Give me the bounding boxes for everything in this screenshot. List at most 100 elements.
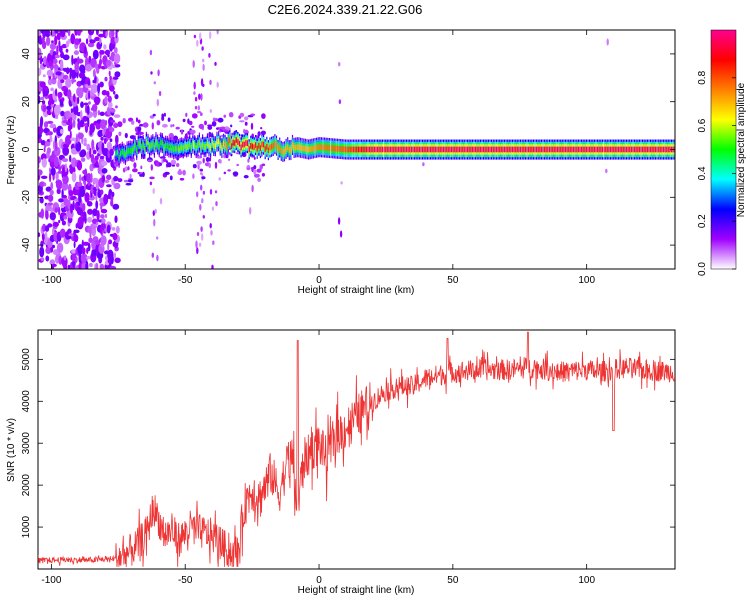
spectrogram-cell [232, 171, 239, 176]
spectrogram-cell [471, 146, 473, 153]
spectrogram-cell [606, 38, 609, 46]
spectrogram-cell [104, 96, 108, 104]
spectrogram-cell [494, 146, 496, 153]
spectrogram-cell [249, 207, 252, 215]
spectrogram-cell [199, 112, 203, 116]
spectrogram-cell [312, 145, 314, 152]
spectrogram-cell [87, 80, 91, 86]
spectrogram-cell [193, 91, 196, 95]
spectrogram-cell [40, 116, 44, 127]
spectrogram-cell [248, 146, 250, 152]
spectrogram-cell [402, 146, 404, 153]
spectrogram-cell [616, 146, 618, 153]
spectrogram-cell [215, 201, 218, 207]
spectrogram-cell [38, 67, 42, 77]
spectrogram-cell [635, 146, 637, 153]
spectrogram-cell [206, 140, 208, 147]
spectrogram-cell [106, 184, 112, 188]
spectrogram-cell [495, 146, 498, 153]
spectrogram-cell [238, 140, 241, 147]
spectrogram-cell [55, 88, 58, 97]
spectrogram-cell [160, 139, 162, 146]
spectrogram-cell [266, 144, 268, 150]
spectrogram-cell [179, 145, 181, 151]
spectrogram-cell [247, 158, 250, 163]
spectrogram-cell [566, 146, 568, 153]
spectrogram-cell [99, 263, 105, 269]
spectrogram-cell [120, 150, 122, 157]
spectrogram-cell [58, 165, 62, 172]
spectrogram-cell [275, 142, 278, 149]
spectrogram-cell [43, 147, 46, 153]
spectrogram-cell [202, 157, 205, 164]
spectrogram-cell [174, 145, 176, 152]
spectrogram-cell [142, 142, 144, 148]
spectrogram-cell [71, 69, 77, 80]
spectrogram-y-axis: -40 -20 0 20 40 [21, 48, 675, 252]
spectrogram-cell [100, 214, 105, 219]
spectrogram-cell [175, 126, 180, 130]
spectrogram-cell [460, 146, 462, 153]
spectrogram-cell [269, 144, 271, 151]
spectrogram-cell [552, 146, 554, 153]
spectrogram-cell [52, 58, 58, 65]
spectrogram-cell [84, 215, 87, 224]
spectrogram-cell [245, 140, 247, 146]
spectrogram-cell [147, 141, 149, 147]
spectrogram-cell [584, 146, 586, 153]
spectrogram-cell [105, 59, 112, 67]
spectrogram-cell [190, 145, 192, 151]
spectrogram-cell [339, 230, 343, 238]
spectrogram-cell [109, 85, 115, 92]
spectrogram-cell [63, 215, 68, 220]
spectrogram-cell [94, 155, 99, 161]
spectrogram-cell [426, 146, 428, 153]
spectrogram-cell [56, 190, 61, 194]
snr-y-tick-label: 2000 [21, 474, 32, 497]
spectrogram-cell [152, 141, 154, 147]
spectrogram-cell [199, 32, 202, 40]
spectrogram-cell [590, 146, 592, 153]
spectrogram-cell [502, 146, 504, 153]
spectrogram-cell [65, 78, 72, 88]
spectrogram-cell [114, 71, 121, 78]
spectrogram-cell [168, 144, 170, 151]
spectrogram-cell [412, 146, 414, 153]
spectrogram-cell [144, 145, 146, 152]
spectrogram-cell [156, 120, 161, 126]
spectrogram-cell [100, 161, 108, 166]
spectrogram-cell [69, 115, 73, 126]
spectrogram-cell [39, 81, 46, 88]
spectrogram-cell [97, 110, 101, 116]
spectrogram-y-tick-label: 40 [21, 48, 32, 60]
spectrogram-cell [606, 146, 608, 153]
spectrogram-cell [52, 244, 55, 249]
spectrogram-cell [192, 60, 195, 68]
spectrogram-cell [479, 146, 481, 153]
spectrogram-cell [39, 246, 45, 258]
spectrogram-cell [44, 140, 51, 147]
spectrogram-cell [467, 146, 469, 153]
spectrogram-cell [601, 146, 603, 153]
spectrogram-cell [153, 218, 156, 227]
spectrogram-cell [232, 139, 234, 146]
spectrogram-cell [77, 118, 80, 123]
spectrogram-cell [627, 146, 629, 153]
spectrogram-cell [356, 146, 358, 153]
spectrogram-cell [185, 112, 188, 117]
spectrogram-cell [87, 216, 93, 223]
spectrogram-cell [64, 110, 71, 120]
spectrogram-cell [106, 174, 112, 180]
spectrogram-cell [640, 146, 642, 153]
spectrogram-cell [116, 149, 119, 156]
spectrogram-cell [124, 152, 127, 158]
spectrogram-cell [397, 146, 400, 153]
spectrogram-cell [279, 144, 281, 151]
spectrogram-cell [105, 213, 107, 219]
spectrogram-cell [609, 146, 612, 153]
spectrogram-cell [196, 232, 200, 236]
spectrogram-cell [177, 146, 180, 152]
spectrogram-cell [107, 95, 112, 103]
spectrogram-cell [595, 146, 597, 153]
spectrogram-cell [219, 142, 221, 149]
